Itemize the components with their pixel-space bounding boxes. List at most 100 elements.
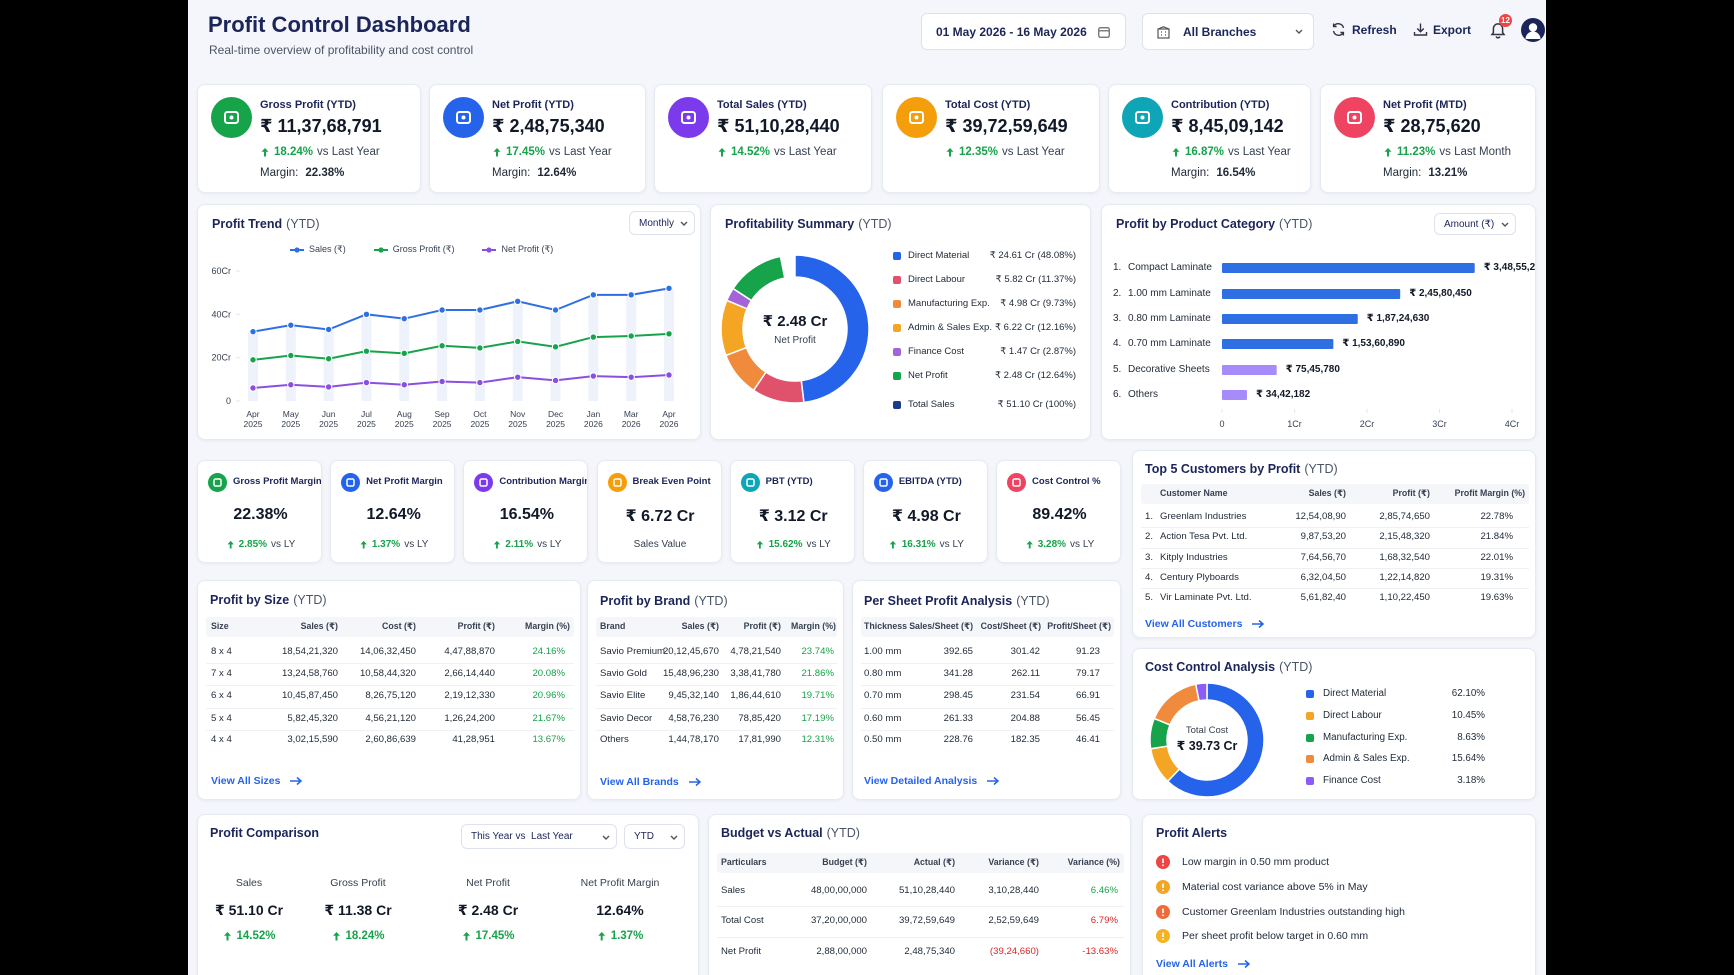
branch-selector[interactable]: All Branches (1142, 13, 1314, 50)
legend-value: 3.18% (1457, 775, 1485, 786)
arrow-shape (756, 540, 764, 549)
glyph-shape (346, 478, 355, 487)
panel-title: Profit Trend (YTD) (212, 217, 319, 231)
profit-by-size-panel: Profit by Size (YTD) Size Sales (₹) Cost (₹)… (197, 580, 581, 800)
donut-chart (720, 254, 870, 404)
table-cell: 301.42 (1010, 646, 1040, 657)
up-arrow (598, 932, 606, 941)
link[interactable]: View Detailed Analysis (864, 775, 1000, 787)
kpi-change-row: 17.45% vs Last Year (492, 146, 612, 158)
panel-title: Profit Comparison (210, 826, 319, 840)
link[interactable]: View All Brands (600, 776, 702, 788)
kpi-margin-row: Margin: 13.21% (1383, 167, 1467, 179)
legend-value: ₹ 51.10 Cr (100%) (997, 399, 1076, 410)
metric-card: Cost Control % 89.42% 3.28% vs LY (996, 460, 1122, 563)
table-cell: 4. (1145, 572, 1154, 583)
table-cell: 0.60 mm (864, 713, 902, 724)
table-header: Profit (₹) (743, 621, 781, 631)
export-button[interactable]: Export (1413, 22, 1471, 37)
data-point (400, 349, 408, 358)
metric-label: PBT (YTD) (765, 476, 813, 487)
table-cell: 2,85,74,650 (1379, 511, 1430, 522)
table-cell: 19.63% (1480, 592, 1513, 603)
x-tick-label: May 2025 (281, 409, 301, 429)
arrow-shape (290, 776, 303, 786)
table-cell: 1.00 mm (864, 646, 902, 657)
metric-change: 3.28% (1037, 539, 1067, 550)
table-cell: 5 x 4 (211, 713, 232, 724)
user-avatar[interactable] (1521, 18, 1545, 42)
table-cell: 0.50 mm (864, 734, 902, 745)
data-point (400, 381, 408, 389)
table-cell: 5. (1145, 592, 1154, 603)
table-header: Cost (₹) (382, 621, 416, 631)
rank: 4. (1113, 338, 1122, 349)
table-cell: 23.74% (801, 646, 834, 657)
legend-value: 10.45% (1451, 710, 1485, 721)
up-arrow (1026, 540, 1033, 549)
table-cell: 0.80 mm (864, 668, 902, 679)
building (1157, 28, 1170, 39)
row-divider (206, 729, 574, 731)
avatar-head (1528, 23, 1538, 32)
arrow-shape (688, 777, 701, 787)
link[interactable]: View All Sizes (211, 775, 303, 787)
table-cell: 20,12,45,670 (662, 646, 719, 657)
table-cell: 2,52,59,649 (988, 915, 1039, 926)
glyph-shape (879, 478, 888, 487)
sales-column (437, 310, 448, 401)
table-header: Actual (₹) (913, 857, 955, 867)
refresh-button[interactable]: Refresh (1331, 22, 1397, 37)
table-cell: 20.96% (532, 690, 565, 701)
notifications[interactable]: 12 (1488, 14, 1512, 40)
x-tick-label: 4Cr (1505, 419, 1520, 429)
line-chart: 0 20Cr 40Cr 60Cr (211, 266, 674, 406)
comparison-value: ₹ 2.48 Cr (457, 902, 519, 918)
alert-dot (1162, 889, 1164, 892)
dropdown[interactable]: Amount (₹) (1434, 213, 1516, 235)
table-cell: 2,60,86,639 (365, 734, 416, 745)
swatch-dot (378, 246, 384, 253)
kpi-margin-label: Margin: (1383, 167, 1422, 179)
refresh-arrows (1332, 23, 1345, 36)
data-point (514, 373, 522, 381)
glyph-shape (479, 478, 489, 487)
kpi-margin: 13.21% (1428, 167, 1468, 179)
row-divider (717, 906, 1124, 907)
bell-shape (1490, 23, 1506, 39)
table-cell: 1,26,24,200 (444, 713, 495, 724)
dropdown[interactable]: YTD (624, 824, 685, 849)
kpi-compare: vs Last Year (774, 146, 837, 158)
dropdown[interactable]: This Year vs Last Year (461, 824, 617, 849)
kpi-icon (1122, 97, 1163, 138)
title-text: Profit by Product Category (1116, 217, 1276, 231)
profit-trend-panel: Profit Trend (YTD) Monthly Sales (₹) Gross P… (197, 204, 701, 440)
data-point (438, 342, 446, 350)
legend-item: Gross Profit (₹) (373, 244, 454, 255)
donut-center-label: Net Profit (774, 335, 816, 346)
date-range-picker[interactable]: 01 May 2026 - 16 May 2026 (921, 13, 1126, 50)
link[interactable]: View All Alerts (1156, 958, 1251, 970)
metric-change: 2.11% (505, 539, 534, 550)
table-cell: 1,10,22,450 (1379, 592, 1430, 603)
link[interactable]: View All Customers (1145, 618, 1265, 630)
legend-label: Net Profit (₹) (501, 244, 554, 254)
table-cell: 66.91 (1075, 690, 1100, 701)
legend-value: 15.64% (1451, 753, 1485, 764)
dropdown[interactable]: Monthly (629, 211, 695, 235)
table-header: Particulars (721, 857, 767, 867)
alert-icon (1156, 929, 1170, 943)
title-note: (YTD) (694, 594, 728, 608)
row-divider (596, 663, 837, 664)
product-category-panel: Profit by Product Category (YTD) Amount (₹… (1101, 204, 1536, 440)
donut-segment (1166, 682, 1265, 798)
table-cell: 13.67% (532, 734, 565, 745)
legend-swatch (373, 246, 388, 253)
data-point (589, 372, 598, 380)
legend-swatch (893, 372, 901, 380)
table-cell: 7 x 4 (211, 668, 232, 679)
table-cell: 228.76 (943, 734, 973, 745)
row-divider (1141, 547, 1529, 549)
table-cell: Savio Premium (600, 646, 666, 657)
title-text: Profit Trend (212, 217, 283, 231)
